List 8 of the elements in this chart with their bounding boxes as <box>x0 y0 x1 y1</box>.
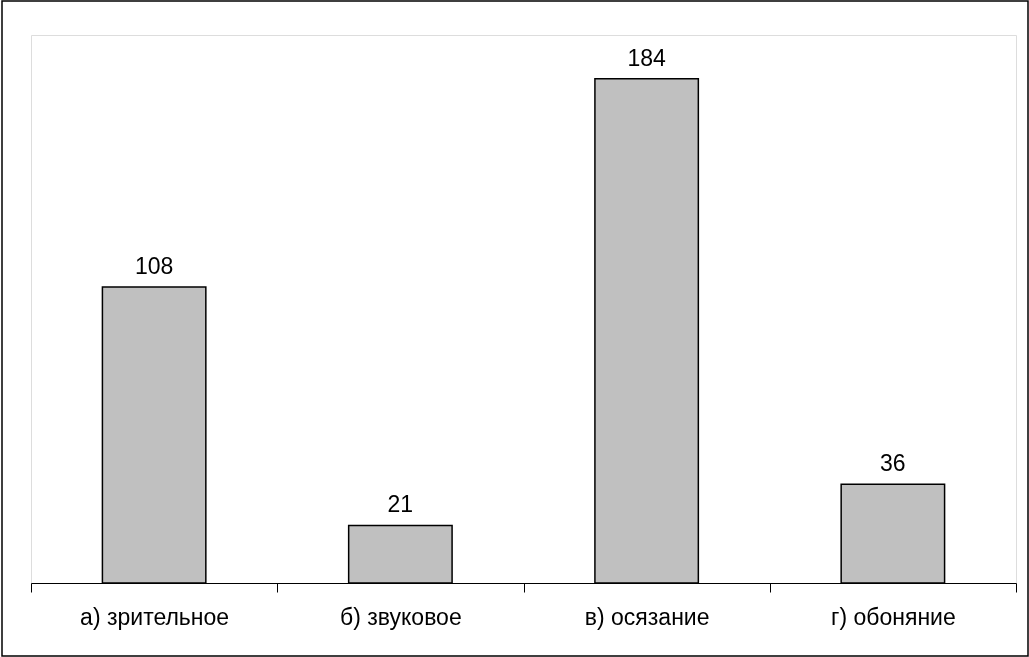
data-label: 21 <box>387 491 414 518</box>
x-tick-label: б) звуковое <box>340 603 462 630</box>
data-label: 36 <box>880 450 906 477</box>
data-label: 108 <box>134 253 174 280</box>
x-tick-label: в) осязание <box>584 603 710 630</box>
data-label: 184 <box>627 44 667 71</box>
x-tick-label: г) обоняние <box>831 603 956 630</box>
x-tick-label: а) зрительное <box>80 603 230 630</box>
